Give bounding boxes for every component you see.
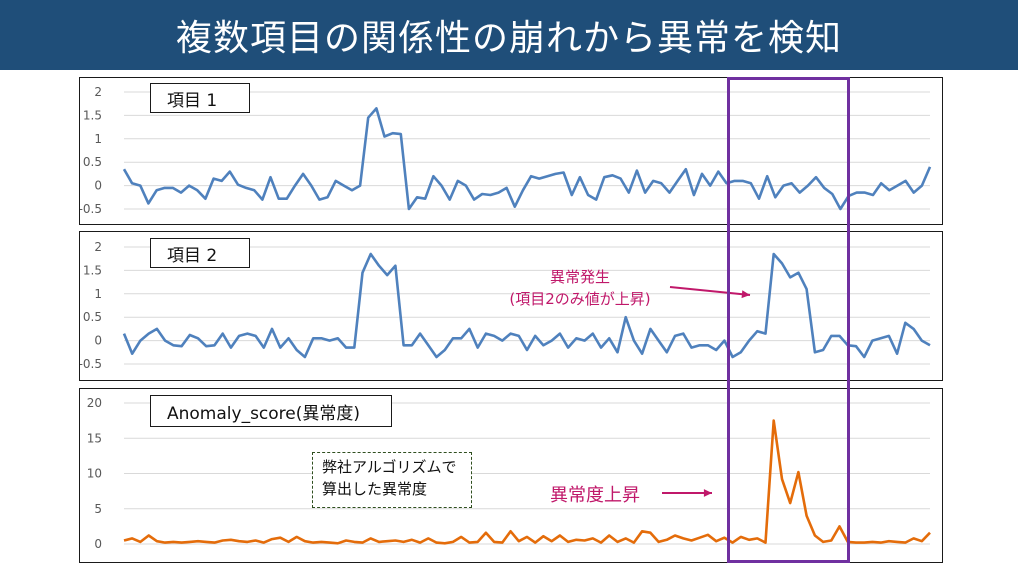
y-tick-label: 15: [87, 431, 102, 445]
y-tick-label: 1.5: [83, 108, 102, 122]
y-tick-label: -0.5: [80, 357, 102, 371]
item1-label: 項目 1: [150, 83, 250, 113]
y-tick-label: 0.5: [83, 310, 102, 324]
series-line: [122, 107, 932, 211]
y-tick-label: -0.5: [80, 202, 102, 216]
y-tick-label: 1: [94, 287, 102, 301]
y-tick-label: 0: [94, 537, 102, 551]
y-tick-label: 0: [94, 334, 102, 348]
y-tick-label: 0: [94, 179, 102, 193]
anomaly-annotation: 異常度上昇: [550, 485, 640, 506]
anomaly-line-chart: 20 15 10 5 0: [87, 396, 931, 551]
item2-annotation-line2: (項目2のみ値が上昇): [509, 290, 651, 308]
item2-line-chart: 2 1.5 1 0.5 0 -0.5: [80, 240, 931, 371]
y-tick-label: 2: [94, 85, 102, 99]
chart-panel-anomaly: 20 15 10 5 0 Anomaly_score(異常度) 弊社アルゴリズムで 算出…: [79, 388, 943, 563]
item2-label: 項目 2: [150, 238, 250, 268]
algorithm-note-line1: 弊社アルゴリズムで: [322, 458, 457, 476]
algorithm-note-line2: 算出した異常度: [322, 480, 428, 498]
algorithm-note: 弊社アルゴリズムで 算出した異常度: [312, 452, 472, 508]
annotation-arrow-line: [669, 286, 751, 296]
item2-annotation-line1: 異常発生: [549, 268, 610, 286]
chart-panel-item2: 2 1.5 1 0.5 0 -0.5 項目 2 異常発生 (項目2のみ値が上昇): [79, 231, 943, 381]
y-tick-label: 2: [94, 240, 102, 254]
y-tick-label: 10: [87, 467, 102, 481]
chart-panel-item1: 2 1.5 1 0.5 0 -0.5 項目 1: [79, 77, 943, 225]
y-tick-label: 1: [94, 132, 102, 146]
y-tick-label: 1.5: [83, 263, 102, 277]
item1-line-chart: 2 1.5 1 0.5 0 -0.5: [80, 85, 932, 216]
y-tick-label: 0.5: [83, 155, 102, 169]
y-tick-label: 5: [94, 502, 102, 516]
annotation-arrow-head: [741, 290, 750, 299]
y-tick-label: 20: [87, 396, 102, 410]
anomaly-label: Anomaly_score(異常度): [150, 395, 392, 427]
item2-annotation: 異常発生 (項目2のみ値が上昇): [475, 266, 685, 310]
annotation-arrow-head: [703, 489, 712, 497]
series-line: [122, 252, 931, 359]
slide-title: 複数項目の関係性の崩れから異常を検知: [0, 0, 1018, 70]
series-line: [123, 419, 931, 545]
